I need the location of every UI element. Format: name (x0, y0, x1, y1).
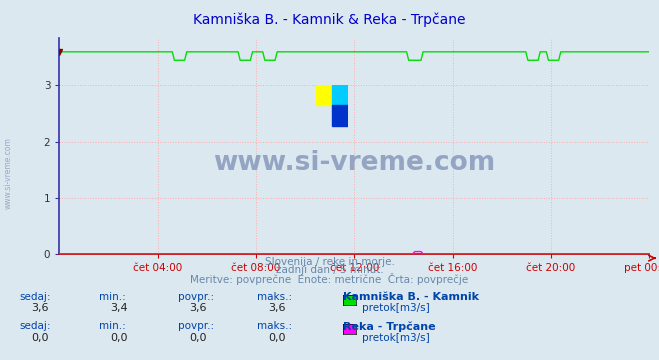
Text: 3,6: 3,6 (268, 303, 285, 313)
Text: povpr.:: povpr.: (178, 292, 214, 302)
Text: 0,0: 0,0 (110, 333, 127, 343)
Text: pretok[m3/s]: pretok[m3/s] (362, 333, 430, 343)
Text: maks.:: maks.: (257, 292, 292, 302)
Text: zadnji dan / 5 minut.: zadnji dan / 5 minut. (275, 265, 384, 275)
Text: 0,0: 0,0 (268, 333, 285, 343)
Text: Kamniška B. - Kamnik & Reka - Trpčane: Kamniška B. - Kamnik & Reka - Trpčane (193, 13, 466, 27)
Text: 0,0: 0,0 (189, 333, 206, 343)
Text: Meritve: povprečne  Enote: metrične  Črta: povprečje: Meritve: povprečne Enote: metrične Črta:… (190, 273, 469, 285)
Bar (332, 105, 349, 126)
Text: sedaj:: sedaj: (20, 292, 51, 302)
Text: Slovenija / reke in morje.: Slovenija / reke in morje. (264, 257, 395, 267)
Text: 3,6: 3,6 (31, 303, 48, 313)
Text: 3,6: 3,6 (189, 303, 206, 313)
Text: 3,4: 3,4 (110, 303, 127, 313)
Bar (332, 85, 349, 105)
Text: www.si-vreme.com: www.si-vreme.com (213, 150, 496, 176)
Text: Kamniška B. - Kamnik: Kamniška B. - Kamnik (343, 292, 478, 302)
Text: min.:: min.: (99, 292, 126, 302)
Text: 0,0: 0,0 (31, 333, 48, 343)
Bar (316, 85, 332, 105)
Text: Reka - Trpčane: Reka - Trpčane (343, 321, 436, 332)
Text: www.si-vreme.com: www.si-vreme.com (4, 137, 13, 209)
Text: maks.:: maks.: (257, 321, 292, 331)
Text: sedaj:: sedaj: (20, 321, 51, 331)
Text: povpr.:: povpr.: (178, 321, 214, 331)
Text: min.:: min.: (99, 321, 126, 331)
Text: pretok[m3/s]: pretok[m3/s] (362, 303, 430, 313)
